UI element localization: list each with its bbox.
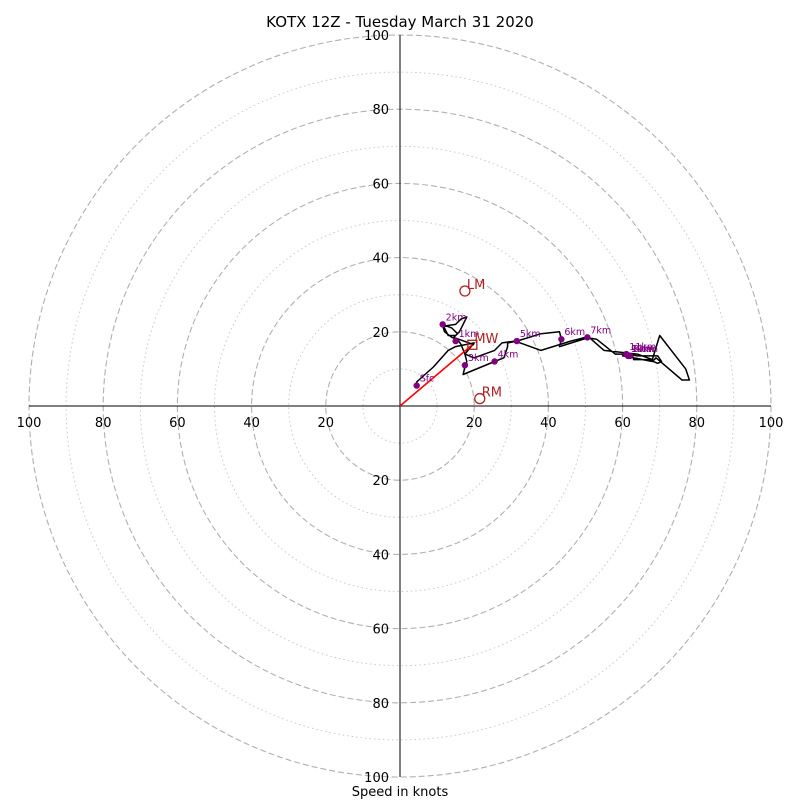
y-tick-label: 20 <box>372 326 389 341</box>
x-tick-label: 80 <box>689 416 706 431</box>
height-label: 3km <box>468 353 489 364</box>
height-point <box>452 337 459 345</box>
height-label: 2km <box>446 312 467 323</box>
shear-vector <box>399 344 473 407</box>
x-tick-label: 20 <box>466 416 483 431</box>
height-label: 7km <box>590 325 611 336</box>
y-tick-label: 80 <box>372 697 389 712</box>
x-tick-label: 100 <box>17 416 42 431</box>
height-label: 5km <box>520 329 541 340</box>
height-point <box>439 321 446 328</box>
x-axis-label: Speed in knots <box>352 785 449 800</box>
y-tick-label: 20 <box>372 474 389 489</box>
height-point <box>491 358 498 365</box>
y-tick-label: 60 <box>372 177 389 192</box>
x-tick-label: 60 <box>169 416 186 431</box>
lm-label: LM <box>467 278 485 293</box>
height-point <box>513 337 521 345</box>
x-tick-label: 60 <box>614 416 631 431</box>
height-label: 4km <box>498 349 519 360</box>
y-tick-label: 80 <box>372 103 389 118</box>
y-tick-label: 40 <box>372 548 389 563</box>
y-tick-label: 100 <box>364 771 389 786</box>
mw-label: MW <box>474 332 498 347</box>
y-tick-label: 40 <box>372 252 389 267</box>
height-point <box>461 361 469 369</box>
x-tick-label: 40 <box>243 416 260 431</box>
height-point <box>626 352 634 360</box>
height-label: 8km <box>633 344 654 355</box>
rm-label: RM <box>482 386 502 401</box>
hodograph-series <box>399 316 691 407</box>
rm-marker <box>474 392 486 405</box>
height-point <box>584 334 591 341</box>
y-tick-label: 100 <box>364 29 389 44</box>
height-label: 11km <box>629 342 656 353</box>
chart-title: KOTX 12Z - Tuesday March 31 2020 <box>266 13 534 31</box>
x-tick-label: 80 <box>95 416 112 431</box>
height-label: 1km <box>459 329 480 340</box>
height-label: Sfc <box>420 374 435 385</box>
storm-motion-markers: LM RM MW <box>459 278 502 405</box>
tick-labels: 100 80 60 40 20 20 40 60 80 100 100 80 60 40 20 20 40 60 8… <box>17 29 784 786</box>
mean-wind-marker <box>467 339 478 350</box>
height-label: 10km <box>631 344 658 355</box>
height-point <box>558 336 565 343</box>
height-label: 6km <box>564 327 585 338</box>
lm-marker <box>459 285 471 297</box>
x-tick-label: 100 <box>759 416 784 431</box>
x-tick-label: 20 <box>318 416 335 431</box>
height-point <box>413 382 420 389</box>
x-tick-label: 40 <box>540 416 557 431</box>
y-tick-label: 60 <box>372 623 389 638</box>
height-label: 9km <box>631 344 652 355</box>
